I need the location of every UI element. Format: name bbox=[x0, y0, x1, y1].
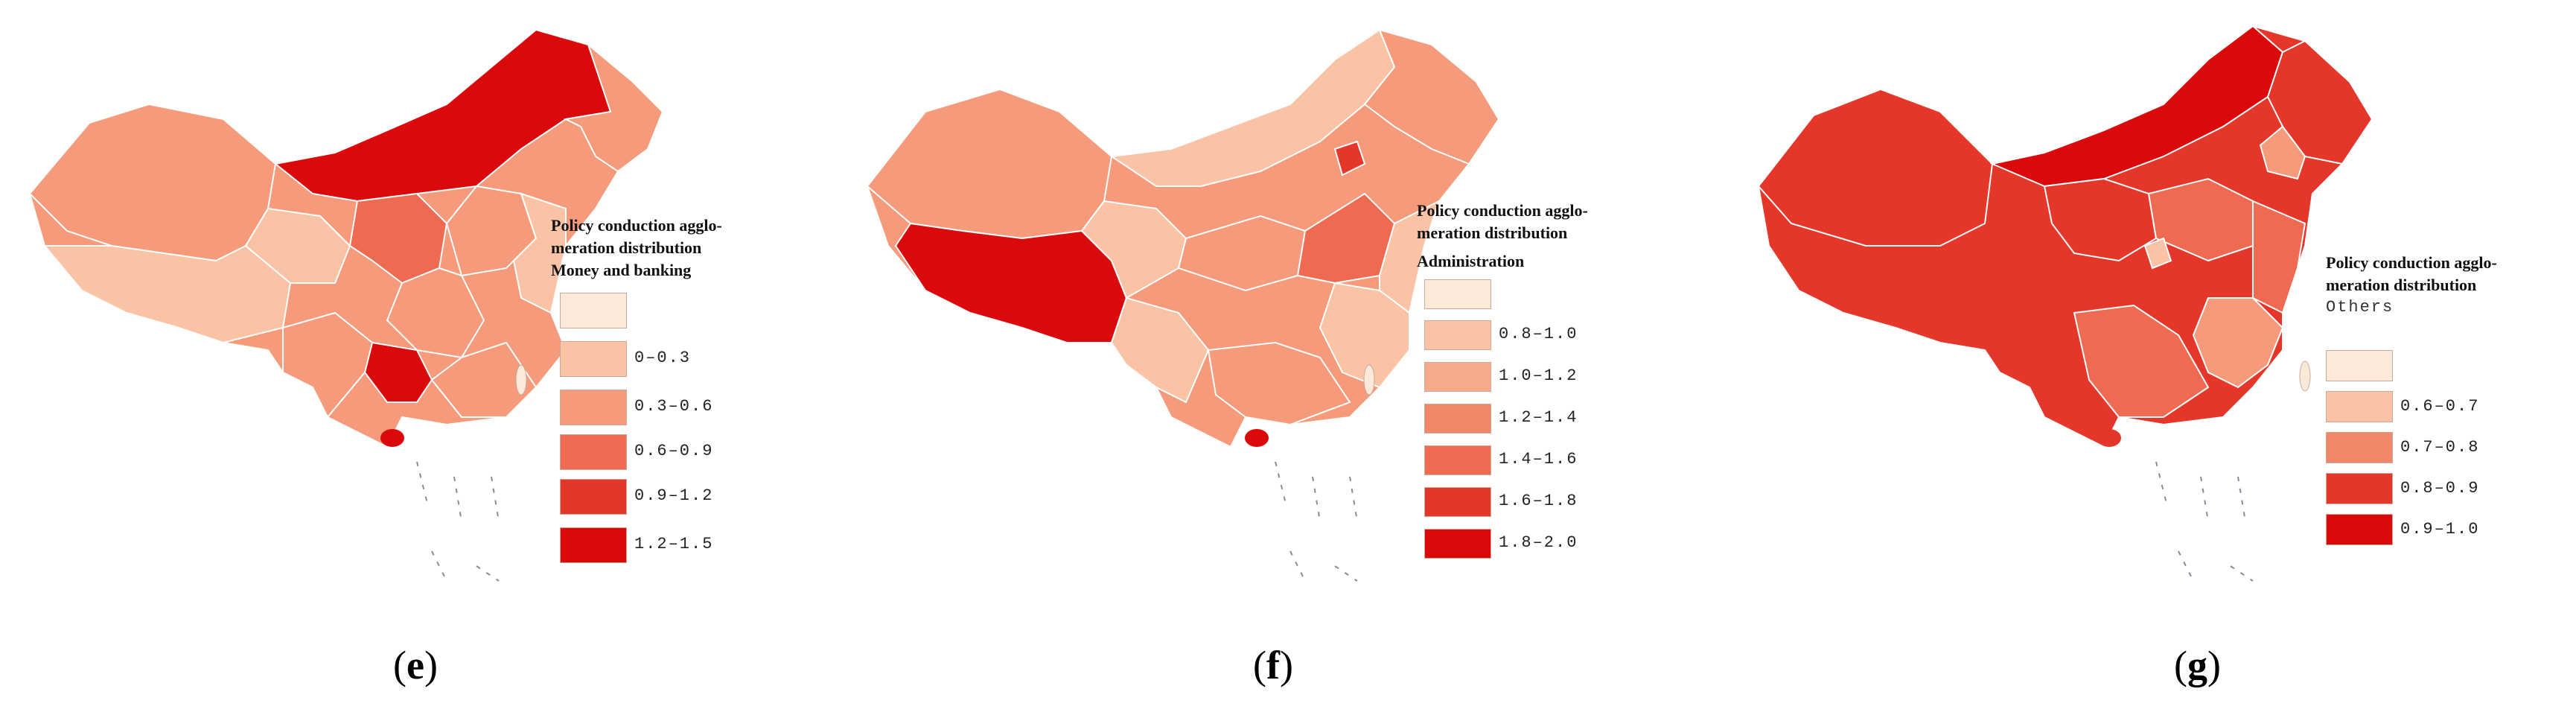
legend-swatch bbox=[1424, 362, 1491, 392]
map-region-hainan bbox=[380, 429, 404, 447]
map-region-southeast bbox=[1319, 282, 1410, 389]
panel-label-f: (f) bbox=[1253, 643, 1293, 687]
legend-swatch bbox=[2326, 514, 2393, 545]
legend-item-label: 1.4–1.6 bbox=[1499, 450, 1578, 469]
map-region-east bbox=[2252, 200, 2306, 314]
map-region-south bbox=[2073, 304, 2210, 418]
legend-item-label: 1.2–1.5 bbox=[634, 535, 714, 553]
panel-e: Policy conduction agglo- meration distri… bbox=[0, 0, 858, 721]
map-south-sea-dashes bbox=[1275, 461, 1358, 582]
legend-swatch bbox=[1424, 487, 1491, 517]
legend-title-2: meration distribution bbox=[551, 238, 702, 257]
legend-f: Policy conduction agglo- meration distri… bbox=[1417, 200, 1588, 273]
map-region-tibet bbox=[42, 244, 292, 344]
legend-item-label: 0.8–0.9 bbox=[2400, 479, 2480, 498]
legend-item-label: 0.8–1.0 bbox=[1499, 325, 1578, 343]
legend-title-2: meration distribution bbox=[2326, 276, 2477, 294]
legend-subtitle: Others bbox=[2326, 298, 2394, 317]
legend-swatch bbox=[560, 434, 627, 470]
map-region-liaoning bbox=[2259, 125, 2306, 180]
legend-item-label: 0.9–1.2 bbox=[634, 486, 714, 505]
legend-item-label: 1.2–1.4 bbox=[1499, 408, 1578, 427]
map-region-beijing bbox=[1333, 140, 1366, 177]
map-region-east bbox=[512, 192, 567, 314]
legend-swatch bbox=[1424, 320, 1491, 350]
legend-subtitle: Administration bbox=[1417, 252, 1525, 270]
panel-f: Policy conduction agglo- meration distri… bbox=[858, 0, 1717, 721]
map-region-northeast bbox=[563, 42, 664, 173]
panel-label-g: (g) bbox=[2174, 643, 2221, 687]
legend-subtitle: Money and banking bbox=[551, 261, 692, 279]
map-region-hainan bbox=[2097, 429, 2121, 447]
legend-title: Policy conduction agglo- bbox=[2326, 253, 2497, 272]
legend-e: Policy conduction agglo- meration distri… bbox=[551, 215, 722, 282]
legend-title-2: meration distribution bbox=[1417, 223, 1568, 242]
panel-label-e: (e) bbox=[393, 643, 438, 687]
map-region-southeast bbox=[2192, 297, 2284, 389]
legend-item-label: 0.3–0.6 bbox=[634, 397, 714, 416]
china-map-e bbox=[28, 28, 664, 582]
legend-swatch bbox=[2326, 350, 2393, 381]
legend-item-label: 0–0.3 bbox=[634, 349, 692, 367]
map-region-yunnan bbox=[282, 311, 374, 419]
legend-swatch bbox=[560, 341, 627, 377]
legend-item-label: 1.6–1.8 bbox=[1499, 492, 1578, 510]
legend-swatch bbox=[1424, 529, 1491, 559]
map-south-sea-dashes bbox=[416, 461, 500, 582]
map-region-taiwan bbox=[515, 364, 527, 396]
legend-swatch bbox=[2326, 391, 2393, 422]
legend-item-label: 0.9–1.0 bbox=[2400, 520, 2480, 539]
map-region-southcentral bbox=[386, 267, 485, 359]
legend-swatch bbox=[560, 527, 627, 563]
map-region-yunnan bbox=[1110, 296, 1210, 404]
map-region-hainan bbox=[1245, 429, 1269, 447]
legend-item-label: 0.6–0.7 bbox=[2400, 397, 2480, 416]
legend-item-label: 1.0–1.2 bbox=[1499, 366, 1578, 385]
legend-swatch bbox=[2326, 473, 2393, 504]
legend-swatch bbox=[2326, 432, 2393, 463]
legend-swatch bbox=[560, 293, 627, 328]
legend-item-label: 0.7–0.8 bbox=[2400, 438, 2480, 457]
map-region-taiwan bbox=[2299, 360, 2311, 392]
legend-swatch bbox=[560, 479, 627, 515]
map-region-central-a bbox=[2043, 177, 2158, 262]
map-region-central-light bbox=[2143, 237, 2172, 270]
legend-swatch bbox=[1424, 445, 1491, 475]
map-region-south bbox=[1207, 341, 1351, 426]
legend-item-label: 0.6–0.9 bbox=[634, 442, 714, 460]
china-map-f bbox=[866, 28, 1500, 582]
panel-g: Policy conduction agglo- meration distri… bbox=[1717, 0, 2576, 721]
legend-swatch bbox=[1424, 404, 1491, 433]
map-region-northeast bbox=[1363, 28, 1500, 165]
map-region-west bbox=[1757, 88, 1994, 247]
legend-swatch bbox=[560, 390, 627, 425]
map-region-southeast bbox=[430, 341, 538, 418]
legend-title: Policy conduction agglo- bbox=[1417, 201, 1588, 220]
legend-swatch bbox=[1424, 279, 1491, 309]
china-map-g bbox=[1757, 25, 2373, 582]
legend-g: Policy conduction agglo- meration distri… bbox=[2326, 252, 2497, 319]
legend-item-label: 1.8–2.0 bbox=[1499, 533, 1578, 552]
map-south-sea-dashes bbox=[2155, 461, 2254, 582]
map-region-northeast bbox=[2266, 39, 2373, 165]
map-region-taiwan bbox=[1363, 364, 1375, 396]
map-region-xinjiang bbox=[866, 88, 1113, 240]
legend-title: Policy conduction agglo- bbox=[551, 216, 722, 235]
